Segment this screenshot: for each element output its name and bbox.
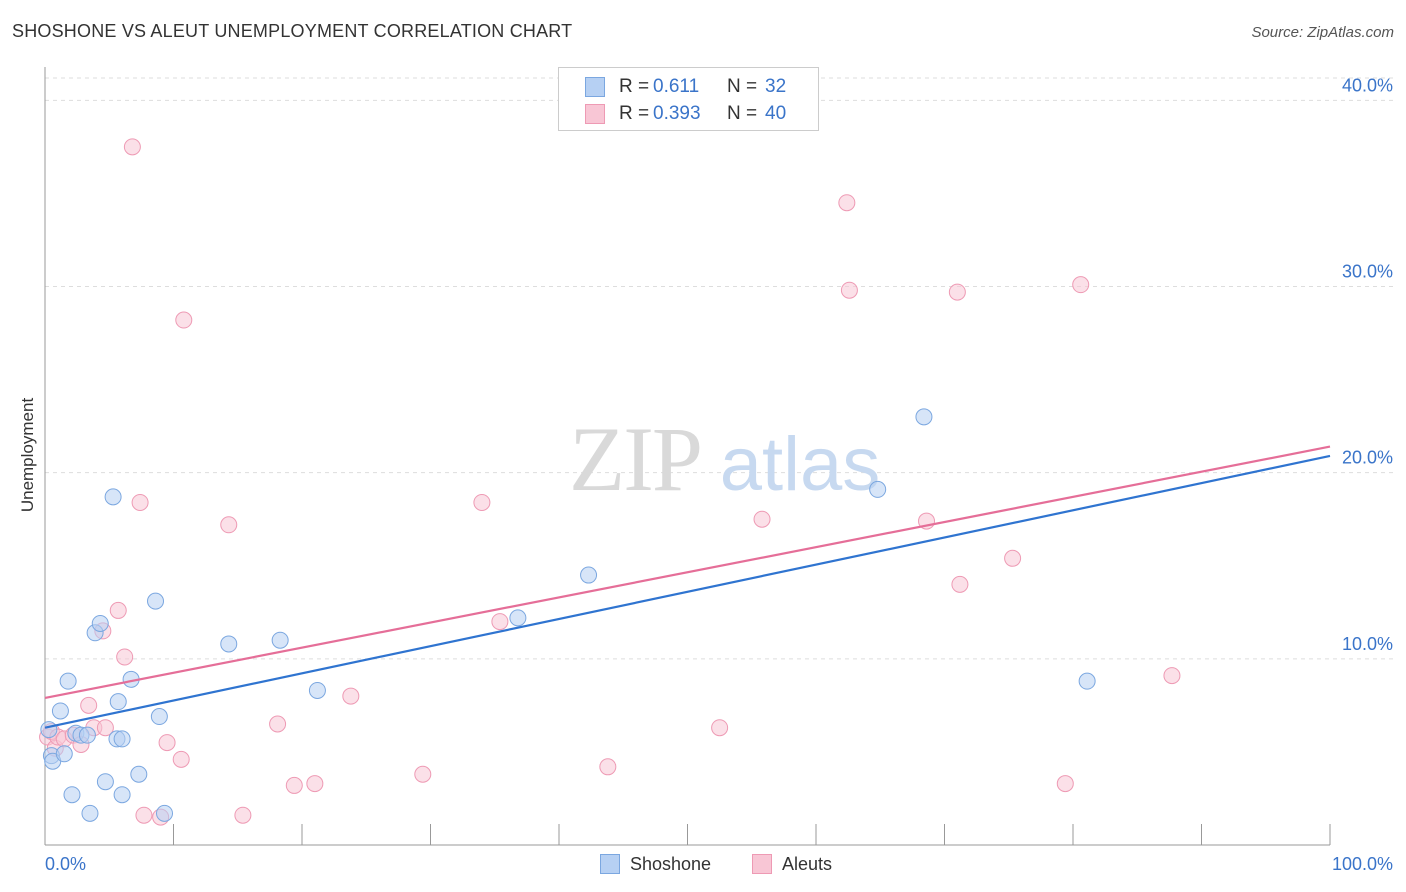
aleuts-point (116, 648, 134, 666)
gridlines (45, 77, 1395, 660)
source-credit: Source: ZipAtlas.com (1251, 24, 1394, 41)
r-value: 0.393 (653, 103, 701, 124)
aleuts-swatch (585, 104, 605, 124)
r-label: R = (619, 103, 650, 124)
shoshone-point (96, 773, 114, 791)
legend-label-aleuts: Aleuts (782, 853, 833, 874)
shoshone-swatch (585, 77, 605, 97)
y-tick-label: 10.0% (1342, 634, 1393, 654)
aleuts-point (711, 719, 729, 737)
aleuts-point (175, 311, 193, 329)
aleuts-trend-line (44, 445, 1331, 700)
shoshone-point (509, 609, 527, 627)
shoshone-point (150, 708, 168, 726)
aleuts-point (131, 493, 149, 511)
aleuts-point (414, 765, 432, 783)
shoshone-point (869, 480, 887, 498)
shoshone-point (113, 730, 131, 748)
shoshone-point (51, 702, 69, 720)
aleuts-point (158, 734, 176, 752)
aleuts-point (306, 775, 324, 793)
y-tick-label: 30.0% (1342, 262, 1393, 282)
shoshone-point (63, 786, 81, 804)
legend-label-shoshone: Shoshone (630, 853, 712, 874)
shoshone-point (308, 681, 326, 699)
aleuts-point (109, 601, 127, 619)
watermark-zip: ZIP (569, 408, 701, 510)
shoshone-point (147, 592, 165, 610)
trend-lines (44, 445, 1331, 729)
shoshone-point (271, 631, 289, 649)
legend-item-aleuts: Aleuts (752, 852, 832, 876)
aleuts-point (342, 687, 360, 705)
aleuts-point (96, 719, 114, 737)
aleuts-point (234, 806, 252, 824)
aleuts-point (1163, 667, 1181, 685)
aleuts-point (599, 758, 617, 776)
y-tick-label: 40.0% (1342, 75, 1393, 95)
shoshone-point (915, 408, 933, 426)
r-value: 0.611 (653, 76, 700, 97)
shoshone-point (59, 672, 77, 690)
shoshone-point (78, 726, 96, 744)
n-value: 40 (765, 103, 787, 124)
watermark: ZIP atlas (569, 408, 880, 510)
y-tick-label: 20.0% (1342, 448, 1393, 468)
shoshone-swatch (600, 854, 620, 874)
aleuts-point (491, 613, 509, 631)
aleuts-point (1056, 775, 1074, 793)
x-tick-label: 100.0% (1332, 854, 1393, 874)
aleuts-point (135, 806, 153, 824)
axes (44, 67, 1331, 846)
n-label: N = (727, 103, 758, 124)
shoshone-point (40, 721, 58, 739)
shoshone-point (1078, 672, 1096, 690)
shoshone-point (109, 693, 127, 711)
aleuts-point (1072, 276, 1090, 294)
aleuts-swatch (752, 854, 772, 874)
correlation-legend: R = 0.611 N = 32 R = 0.393 N = 40 (558, 67, 819, 131)
aleuts-point (123, 138, 141, 156)
shoshone-point (81, 804, 99, 822)
aleuts-point (80, 696, 98, 714)
aleuts-point (840, 281, 858, 299)
watermark-atlas: atlas (720, 422, 881, 507)
shoshone-point (55, 745, 73, 763)
legend-item-shoshone: Shoshone (600, 852, 711, 876)
shoshone-point (91, 614, 109, 632)
aleuts-point (951, 575, 969, 593)
aleuts-point (1004, 549, 1022, 567)
aleuts-point (172, 750, 190, 768)
aleuts-point (220, 516, 238, 534)
shoshone-point (220, 635, 238, 653)
n-label: N = (727, 76, 758, 97)
chart-title: SHOSHONE VS ALEUT UNEMPLOYMENT CORRELATI… (12, 21, 573, 41)
shoshone-point (113, 786, 131, 804)
aleuts-point (753, 510, 771, 528)
shoshone-point (104, 488, 122, 506)
aleuts-point (285, 776, 303, 794)
aleuts-point (838, 194, 856, 212)
tick-labels: 10.0% 20.0% 30.0% 40.0% 0.0% 100.0% (45, 75, 1393, 874)
shoshone-point (130, 765, 148, 783)
shoshone-point (156, 804, 174, 822)
aleuts-point (473, 493, 491, 511)
aleuts-point (948, 283, 966, 301)
shoshone-points (40, 408, 1096, 822)
shoshone-point (580, 566, 598, 584)
aleuts-point (269, 715, 287, 733)
r-label: R = (619, 76, 650, 97)
shoshone-trend-line (44, 454, 1331, 729)
n-value: 32 (765, 76, 787, 97)
x-tick-label: 0.0% (45, 854, 86, 874)
